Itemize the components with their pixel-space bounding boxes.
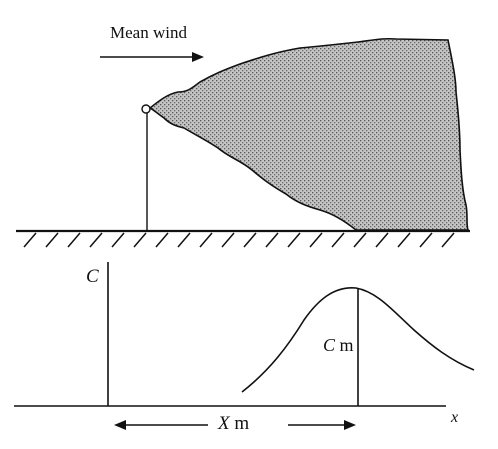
ground-hatch-mark: [353, 232, 367, 248]
ground-hatch-mark: [199, 232, 213, 248]
concentration-graph: [14, 262, 475, 407]
max-concentration-var: C: [323, 335, 336, 355]
ground-hatch-mark: [309, 232, 323, 248]
max-distance-var: X: [218, 413, 230, 434]
ground-hatch-mark: [287, 232, 301, 248]
max-concentration-sub: m: [339, 335, 354, 355]
ground-hatch-mark: [155, 232, 169, 248]
concentration-axis-label: C: [86, 266, 99, 287]
wind-arrow: [100, 52, 204, 62]
distance-arrows: [114, 420, 356, 430]
ground-hatch-mark: [67, 232, 81, 248]
max-distance-label: X m: [218, 414, 249, 433]
distance-axis-label: x: [451, 409, 459, 426]
ground: [16, 229, 470, 248]
max-distance-sub: m: [234, 413, 250, 434]
ground-hatch-mark: [111, 232, 125, 248]
ground-hatch-mark: [177, 232, 191, 248]
smoke-plume: [148, 37, 470, 231]
ground-hatch-mark: [375, 232, 389, 248]
ground-hatch-mark: [89, 232, 103, 248]
ground-hatch-mark: [133, 232, 147, 248]
ground-hatch-mark: [23, 232, 37, 248]
ground-hatch-mark: [221, 232, 235, 248]
ground-hatch-mark: [243, 232, 257, 248]
mean-wind-label: Mean wind: [110, 23, 187, 42]
ground-hatch-mark: [441, 232, 455, 248]
ground-hatch-mark: [397, 232, 411, 248]
max-concentration-label: C m: [323, 336, 354, 354]
ground-hatch-mark: [331, 232, 345, 248]
concentration-curve: [241, 287, 475, 393]
ground-hatch-mark: [419, 232, 433, 248]
emission-stack: [141, 104, 151, 231]
ground-hatch-mark: [45, 232, 59, 248]
ground-hatch-mark: [265, 232, 279, 248]
